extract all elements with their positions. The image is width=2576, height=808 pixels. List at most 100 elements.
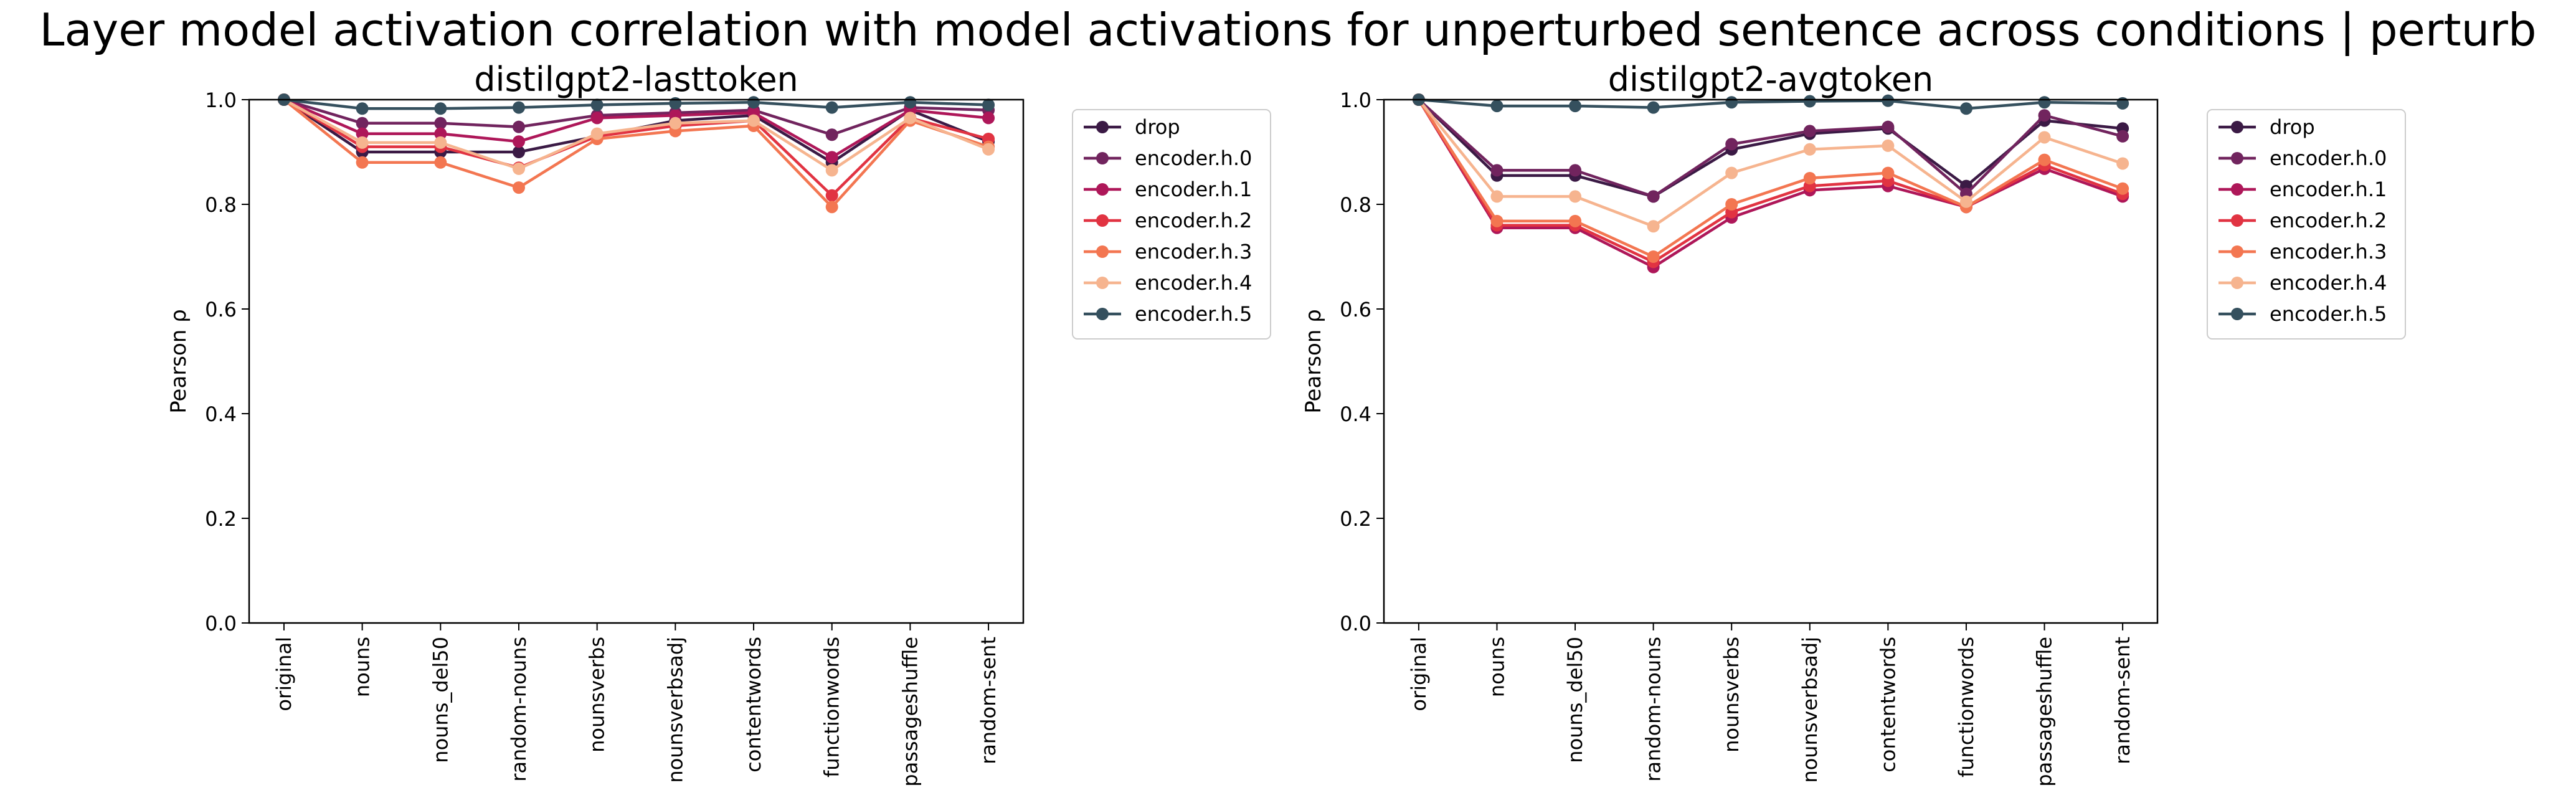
y-tick-label: 0.0	[1340, 612, 1371, 635]
x-tick-label-random-nouns: random-nouns	[507, 637, 531, 782]
data-point-encoder-h-1	[434, 127, 447, 140]
data-point-encoder-h-3	[1882, 166, 1895, 179]
legend-label-encoder-h-2: encoder.h.2	[2270, 209, 2387, 232]
legend-marker-encoder-h-2	[2231, 214, 2243, 227]
data-point-encoder-h-4	[1647, 220, 1660, 233]
data-point-encoder-h-0	[434, 116, 447, 130]
legend-label-encoder-h-4: encoder.h.4	[1135, 271, 1252, 295]
data-point-encoder-h-4	[747, 114, 760, 127]
data-point-encoder-h-3	[512, 181, 525, 194]
series-line-encoder-h-2	[283, 98, 989, 197]
chart-panel-lasttoken: distilgpt2-lasttoken 0.0 0.2 0.4 0.6 0.8 1.0 Pe…	[166, 60, 1271, 787]
legend-label-encoder-h-0: encoder.h.0	[1135, 146, 1252, 170]
data-point-encoder-h-4	[590, 127, 604, 140]
data-point-encoder-h-3	[1647, 250, 1660, 263]
data-point-encoder-h-3	[1490, 214, 1503, 227]
data-point-encoder-h-5	[1803, 95, 1816, 108]
chart-title: distilgpt2-lasttoken	[474, 60, 798, 99]
data-point-encoder-h-1	[512, 135, 525, 148]
legend-label-encoder-h-1: encoder.h.1	[1135, 178, 1252, 201]
y-tick-label: 0.6	[1340, 298, 1371, 321]
legend-label-encoder-h-5: encoder.h.5	[2270, 302, 2387, 326]
data-point-encoder-h-1	[590, 112, 604, 125]
data-point-encoder-h-4	[1569, 190, 1582, 203]
data-point-encoder-h-5	[1647, 101, 1660, 114]
data-point-encoder-h-4	[1959, 195, 1972, 208]
data-point-encoder-h-4	[2116, 157, 2129, 170]
y-tick-label: 0.2	[1340, 507, 1371, 531]
x-tick-label-random-sent: random-sent	[977, 637, 1000, 764]
series-encoder-h-5	[277, 93, 995, 115]
legend-marker-encoder-h-1	[1096, 183, 1109, 196]
legend-marker-drop	[1096, 121, 1109, 133]
chart-panel-avgtoken: distilgpt2-avgtoken 0.0 0.2 0.4 0.6 0.8 1.0 Pea…	[1301, 60, 2406, 787]
data-point-encoder-h-0	[1725, 138, 1738, 151]
legend-marker-encoder-h-0	[2231, 152, 2243, 164]
series-line-encoder-h-4	[283, 98, 989, 173]
x-tick-label-random-nouns: random-nouns	[1642, 637, 1665, 782]
data-point-encoder-h-0	[825, 128, 838, 141]
legend-marker-encoder-h-5	[1096, 308, 1109, 320]
data-point-encoder-h-4	[904, 112, 917, 125]
x-tick-label-original: original	[272, 637, 296, 711]
data-point-encoder-h-4	[1490, 190, 1503, 203]
x-tick-label-nounsverbsadj: nounsverbsadj	[1798, 637, 1822, 783]
data-point-encoder-h-4	[825, 164, 838, 177]
data-point-encoder-h-3	[1725, 198, 1738, 211]
data-point-encoder-h-3	[1569, 214, 1582, 227]
legend-label-encoder-h-2: encoder.h.2	[1135, 209, 1252, 232]
legend-marker-encoder-h-4	[1096, 277, 1109, 289]
x-tick-label-nouns-del50: nouns_del50	[1563, 637, 1587, 763]
data-point-encoder-h-5	[1490, 100, 1503, 113]
data-point-encoder-h-3	[825, 201, 838, 214]
data-point-encoder-h-5	[356, 102, 369, 115]
series-encoder-h-5	[1412, 93, 2129, 115]
data-point-encoder-h-4	[1882, 139, 1895, 152]
legend-marker-encoder-h-0	[1096, 152, 1109, 164]
legend-marker-encoder-h-2	[1096, 214, 1109, 227]
legend-label-encoder-h-5: encoder.h.5	[1135, 302, 1252, 326]
data-point-encoder-h-0	[1569, 164, 1582, 177]
data-point-encoder-h-5	[982, 98, 995, 112]
series-line-encoder-h-5	[1418, 98, 2123, 110]
y-axis-label: Pearson ρ	[1301, 309, 1326, 413]
legend-box	[2207, 109, 2406, 340]
data-point-encoder-h-4	[1803, 143, 1816, 156]
data-point-encoder-h-0	[512, 120, 525, 133]
y-axis-label: Pearson ρ	[166, 309, 191, 413]
data-point-encoder-h-1	[982, 112, 995, 125]
series-line-encoder-h-5	[283, 98, 989, 110]
x-tick-label-functionwords: functionwords	[1954, 637, 1978, 777]
legend-label-encoder-h-3: encoder.h.3	[1135, 240, 1252, 264]
x-tick-label-contentwords: contentwords	[742, 637, 765, 772]
plot-frame	[248, 98, 1025, 624]
legend: drop encoder.h.0 encoder.h.1 encoder.h.2 enc…	[1072, 109, 1271, 340]
series-line-encoder-h-0	[1418, 98, 2123, 198]
data-point-encoder-h-3	[2116, 182, 2129, 195]
data-point-encoder-h-3	[1803, 172, 1816, 184]
series-encoder-h-4	[1412, 93, 2129, 233]
legend-marker-encoder-h-3	[2231, 245, 2243, 258]
x-tick-label-nounsverbs: nounsverbs	[585, 637, 609, 753]
data-point-encoder-h-2	[825, 189, 838, 202]
x-tick-label-nouns: nouns	[351, 637, 374, 697]
legend-marker-drop	[2231, 121, 2243, 133]
data-point-encoder-h-4	[669, 116, 682, 130]
x-tick-label-functionwords: functionwords	[820, 637, 844, 777]
data-point-encoder-h-0	[1490, 164, 1503, 177]
y-tick-label: 0.6	[205, 298, 237, 321]
data-point-encoder-h-4	[356, 136, 369, 149]
data-point-encoder-h-4	[2038, 131, 2051, 144]
data-point-encoder-h-5	[2038, 96, 2051, 109]
legend-box	[1072, 109, 1271, 340]
data-point-encoder-h-4	[434, 136, 447, 149]
plot-frame	[1383, 98, 2159, 624]
legend-label-encoder-h-4: encoder.h.4	[2270, 271, 2387, 295]
chart-title: distilgpt2-avgtoken	[1608, 60, 1934, 99]
data-point-encoder-h-5	[512, 101, 525, 114]
data-point-encoder-h-0	[2116, 130, 2129, 143]
data-point-encoder-h-5	[904, 96, 917, 109]
legend-marker-encoder-h-1	[2231, 183, 2243, 196]
x-tick-label-contentwords: contentwords	[1876, 637, 1900, 772]
